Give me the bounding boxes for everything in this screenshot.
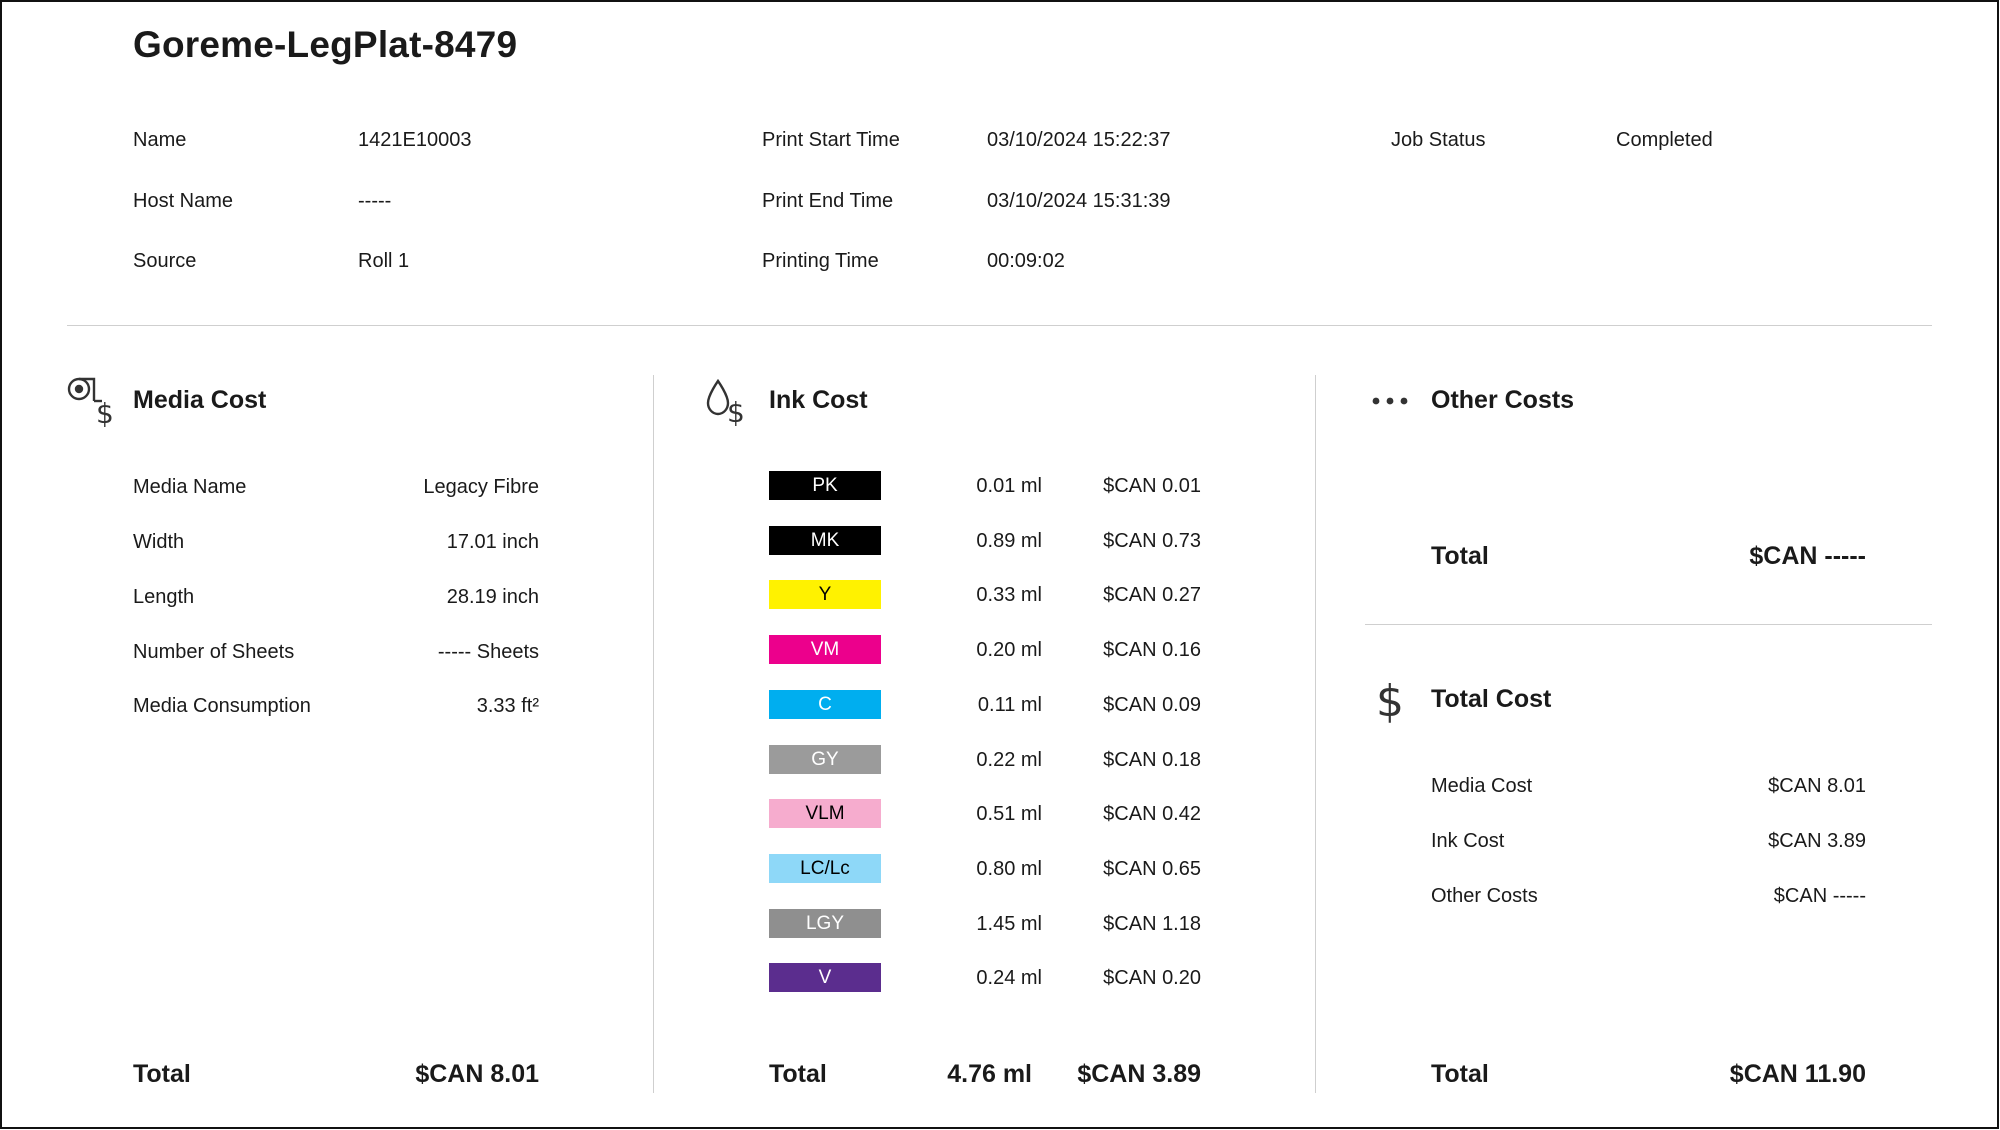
job-title: Goreme-LegPlat-8479	[133, 24, 518, 65]
ink-swatch: V	[769, 963, 881, 992]
ink-cost-value: $CAN 0.09	[1103, 694, 1201, 716]
printing-time-value: 00:09:02	[987, 250, 1065, 272]
ink-cost-value: $CAN 1.18	[1103, 913, 1201, 935]
ink-volume: 0.22 ml	[976, 749, 1042, 771]
ink-volume: 0.20 ml	[976, 639, 1042, 661]
other-costs-title: Other Costs	[1431, 386, 1575, 414]
column-divider-1	[653, 375, 654, 1093]
ink-swatch: VM	[769, 635, 881, 664]
print-start-value: 03/10/2024 15:22:37	[987, 129, 1171, 151]
ink-swatch: PK	[769, 471, 881, 500]
ink-volume: 0.24 ml	[976, 967, 1042, 989]
print-end-label: Print End Time	[762, 190, 894, 212]
width-value: 17.01 inch	[446, 531, 539, 553]
svg-text:$: $	[96, 397, 114, 427]
ink-cost-title: Ink Cost	[769, 386, 868, 414]
ink-cost-value: $CAN 0.73	[1103, 530, 1201, 552]
ink-cost-value: $CAN 0.42	[1103, 803, 1201, 825]
media-cost-title: Media Cost	[133, 386, 267, 414]
name-value: 1421E10003	[358, 129, 472, 151]
job-status-label: Job Status	[1391, 129, 1486, 151]
ink-volume: 0.11 ml	[977, 694, 1042, 716]
ink-cost-value: $CAN 0.18	[1103, 749, 1201, 771]
grand-total-label: Total	[1431, 1060, 1489, 1088]
ink-drop-dollar-icon: $	[705, 378, 753, 426]
host-name-value: -----	[358, 190, 392, 212]
total-cost-title: Total Cost	[1431, 685, 1552, 713]
media-total-value: $CAN 8.01	[415, 1060, 539, 1088]
column-divider-2	[1315, 375, 1316, 1093]
total-media-cost-value: $CAN 8.01	[1768, 775, 1866, 797]
ink-swatch: C	[769, 690, 881, 719]
ink-cost-value: $CAN 0.65	[1103, 858, 1201, 880]
ink-swatch: LC/Lc	[769, 854, 881, 883]
media-roll-dollar-icon: $	[66, 375, 118, 427]
svg-text:$: $	[1376, 678, 1404, 724]
consumption-label: Media Consumption	[133, 695, 311, 717]
total-ink-cost-label: Ink Cost	[1431, 830, 1505, 852]
ink-volume: 1.45 ml	[976, 913, 1042, 935]
other-total-label: Total	[1431, 542, 1489, 570]
total-other-costs-label: Other Costs	[1431, 885, 1538, 907]
source-label: Source	[133, 250, 197, 272]
ink-total-value: $CAN 3.89	[1077, 1060, 1201, 1088]
ink-volume: 0.33 ml	[976, 584, 1042, 606]
ink-cost-value: $CAN 0.20	[1103, 967, 1201, 989]
length-value: 28.19 inch	[446, 586, 539, 608]
total-other-costs-value: $CAN -----	[1773, 885, 1866, 907]
ink-swatch: LGY	[769, 909, 881, 938]
width-label: Width	[133, 531, 185, 553]
source-value: Roll 1	[358, 250, 410, 272]
ink-total-label: Total	[769, 1060, 827, 1088]
ink-swatch: GY	[769, 745, 881, 774]
media-name-value: Legacy Fibre	[423, 476, 539, 498]
ink-volume: 0.51 ml	[976, 803, 1042, 825]
media-name-label: Media Name	[133, 476, 247, 498]
ink-cost-value: $CAN 0.01	[1103, 475, 1201, 497]
ink-cost-value: $CAN 0.16	[1103, 639, 1201, 661]
grand-total-value: $CAN 11.90	[1729, 1060, 1866, 1088]
ink-swatch: Y	[769, 580, 881, 609]
more-dots-icon	[1372, 391, 1412, 411]
total-ink-cost-value: $CAN 3.89	[1768, 830, 1866, 852]
name-label: Name	[133, 129, 187, 151]
length-label: Length	[133, 586, 195, 608]
ink-volume: 0.80 ml	[976, 858, 1042, 880]
ink-volume: 0.01 ml	[976, 475, 1042, 497]
job-status-value: Completed	[1616, 129, 1713, 151]
ink-volume: 0.89 ml	[976, 530, 1042, 552]
consumption-value: 3.33 ft²	[476, 695, 539, 717]
ink-cost-value: $CAN 0.27	[1103, 584, 1201, 606]
ink-swatch: VLM	[769, 799, 881, 828]
sheets-value: ----- Sheets	[437, 641, 539, 663]
dollar-icon: $	[1376, 678, 1408, 724]
other-total-value: $CAN -----	[1749, 542, 1866, 570]
print-end-value: 03/10/2024 15:31:39	[987, 190, 1171, 212]
ink-total-ml: 4.76 ml	[947, 1060, 1032, 1088]
sheets-label: Number of Sheets	[133, 641, 295, 663]
host-name-label: Host Name	[133, 190, 234, 212]
other-costs-divider	[1365, 624, 1932, 625]
ink-swatch: MK	[769, 526, 881, 555]
media-total-label: Total	[133, 1060, 191, 1088]
print-start-label: Print Start Time	[762, 129, 900, 151]
header-divider	[67, 325, 1932, 326]
total-media-cost-label: Media Cost	[1431, 775, 1533, 797]
svg-text:$: $	[727, 396, 745, 426]
printing-time-label: Printing Time	[762, 250, 879, 272]
